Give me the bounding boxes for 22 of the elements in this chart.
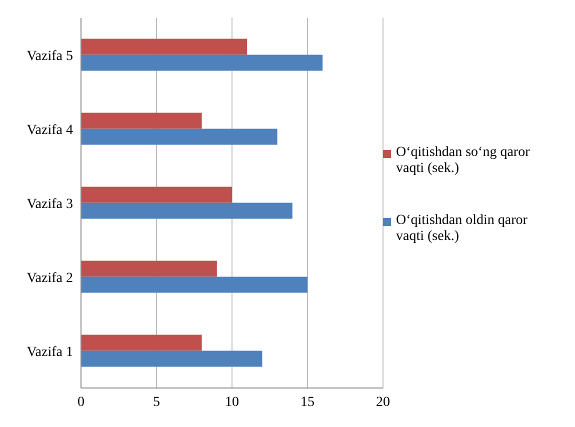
y-tick-label: Vazifa 5 [26, 48, 73, 64]
bar [81, 260, 217, 277]
x-tick-label: 0 [78, 394, 84, 410]
x-tick-label: 15 [300, 394, 314, 410]
bar [81, 350, 262, 367]
legend-label: O‘qitishdan oldin qaror vaqti (sek.) [396, 213, 528, 245]
y-tick-label: Vazifa 3 [26, 196, 73, 212]
x-tick-label: 10 [225, 394, 239, 410]
legend-label: O‘qitishdan so‘ng qaror vaqti (sek.) [396, 145, 531, 177]
y-tick-label: Vazifa 4 [26, 122, 73, 138]
bar [81, 112, 202, 129]
bar [81, 334, 202, 351]
bar [81, 202, 292, 219]
bar [81, 186, 232, 203]
y-tick-label: Vazifa 2 [26, 270, 73, 286]
bar [81, 276, 308, 293]
y-tick-label: Vazifa 1 [26, 344, 73, 360]
bar [81, 54, 323, 71]
x-tick-label: 5 [153, 394, 160, 410]
bar [81, 128, 278, 145]
x-tick-label: 20 [376, 394, 390, 410]
bar [81, 38, 248, 55]
